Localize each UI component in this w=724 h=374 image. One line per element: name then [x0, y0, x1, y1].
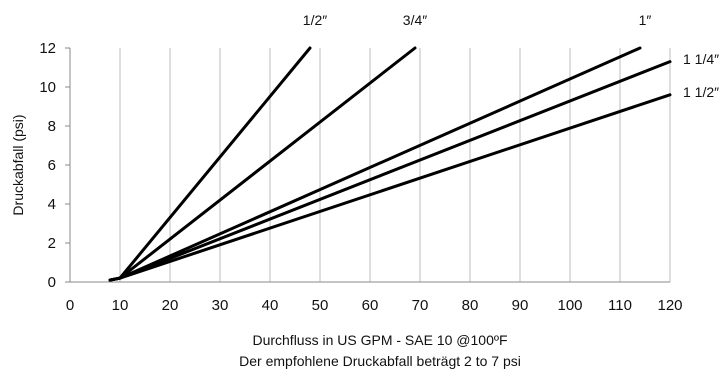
- x-axis-title: Durchfluss in US GPM - SAE 10 @100ºF: [252, 332, 507, 348]
- x-tick-label: 50: [312, 297, 329, 314]
- series-label: 1″: [639, 12, 652, 28]
- series-line: [108, 46, 642, 282]
- x-tick-label: 40: [262, 297, 279, 314]
- x-tick-label: 60: [362, 297, 379, 314]
- series-label: 1/2″: [303, 12, 327, 28]
- series-line: [108, 46, 312, 282]
- x-tick-label: 0: [66, 297, 74, 314]
- x-tick-label: 10: [112, 297, 129, 314]
- x-tick-label: 100: [557, 297, 582, 314]
- y-tick-labels: 0 2 4 6 8 10 12: [39, 40, 56, 291]
- series-labels: 1/2″ 3/4″ 1″ 1 1/4″ 1 1/2″: [303, 12, 719, 100]
- series-line: [108, 93, 672, 282]
- x-tick-label: 120: [657, 297, 682, 314]
- chart-subtitle: Der empfohlene Druckabfall beträgt 2 to …: [239, 353, 521, 369]
- series-lines: [108, 46, 672, 282]
- series-label: 1 1/4″: [683, 51, 719, 67]
- series-line: [108, 60, 672, 282]
- series-line: [108, 46, 417, 282]
- y-axis-title: Druckabfall (psi): [10, 114, 26, 215]
- x-tick-label: 20: [162, 297, 179, 314]
- series-label: 1 1/2″: [683, 84, 719, 100]
- x-tick-label: 110: [608, 297, 632, 314]
- y-tick-label: 2: [48, 235, 56, 252]
- y-tick-label: 10: [39, 79, 56, 96]
- y-tick-label: 4: [48, 196, 56, 213]
- x-tick-label: 30: [212, 297, 229, 314]
- x-tick-label: 90: [512, 297, 529, 314]
- grid-lines: [119, 48, 671, 282]
- x-tick-label: 70: [412, 297, 429, 314]
- x-tick-label: 80: [462, 297, 479, 314]
- y-tick-label: 12: [39, 40, 56, 57]
- x-tick-labels: 0 10 20 30 40 50 60 70 80 90 100 110 120: [66, 297, 683, 314]
- series-label: 3/4″: [403, 12, 427, 28]
- y-tick-label: 6: [48, 157, 56, 174]
- y-tick-label: 0: [48, 274, 56, 291]
- axes: [65, 47, 670, 283]
- y-tick-label: 8: [48, 118, 56, 135]
